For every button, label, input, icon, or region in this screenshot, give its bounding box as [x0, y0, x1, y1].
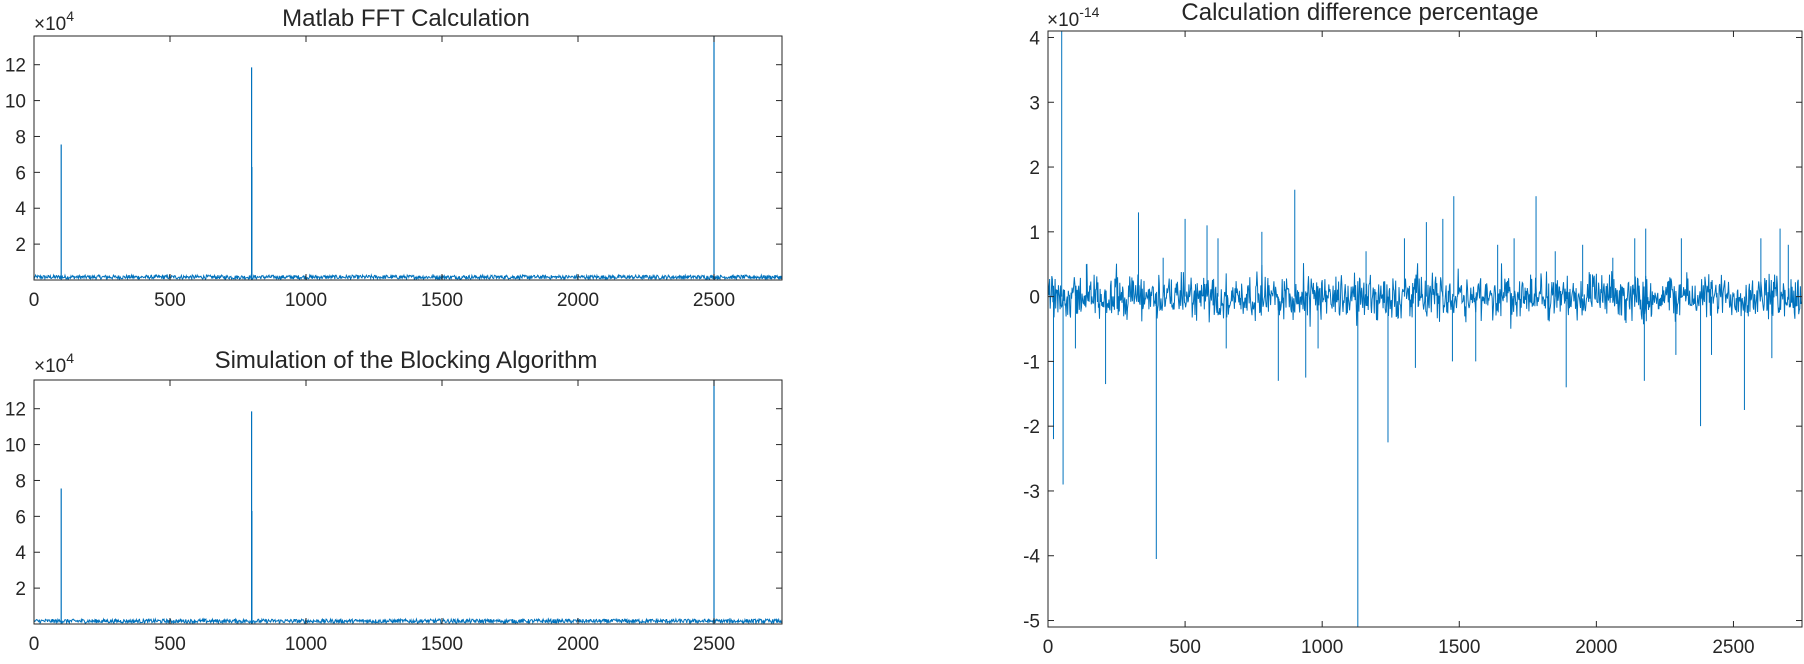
x-tick-label: 500	[154, 634, 186, 655]
chart-panel-blocking-simulation: Simulation of the Blocking Algorithm ×10…	[5, 347, 783, 655]
y-multiplier: ×104	[34, 8, 74, 35]
chart-title: Matlab FFT Calculation	[282, 5, 530, 32]
series-line	[1048, 263, 1802, 329]
x-tick-label: 500	[154, 290, 186, 311]
x-tick-label: 1500	[1438, 637, 1480, 658]
y-tick-label: 10	[5, 436, 26, 457]
chart-title: Calculation difference percentage	[1181, 0, 1538, 26]
x-tick-label: 1500	[421, 290, 463, 311]
y-tick-label: 6	[15, 163, 26, 184]
x-tick-label: 1000	[1301, 637, 1343, 658]
y-multiplier-base: ×10	[34, 356, 66, 377]
y-multiplier-base: ×10	[1047, 10, 1079, 31]
chart-panel-difference-percentage: Calculation difference percentage ×10-14…	[1023, 0, 1803, 658]
y-tick-label: 3	[1029, 93, 1040, 114]
y-tick-label: 4	[1029, 28, 1040, 49]
x-tick-label: 1500	[421, 634, 463, 655]
x-tick-label: 1000	[285, 290, 327, 311]
x-tick-label: 1000	[285, 634, 327, 655]
y-multiplier: ×10-14	[1047, 4, 1100, 31]
y-tick-label: 2	[15, 235, 26, 256]
series-line	[34, 273, 782, 280]
y-tick-label: -4	[1023, 547, 1040, 568]
axes-box	[33, 379, 783, 625]
x-tick-label: 2500	[1712, 637, 1754, 658]
y-tick-label: -3	[1023, 482, 1040, 503]
chart-title: Simulation of the Blocking Algorithm	[215, 347, 598, 374]
y-tick-label: 10	[5, 92, 26, 113]
y-tick-label: 1	[1029, 223, 1040, 244]
y-tick-label: 12	[5, 56, 26, 77]
x-tick-label: 2500	[693, 634, 735, 655]
y-tick-label: 4	[15, 543, 26, 564]
x-tick-label: 2000	[557, 290, 599, 311]
y-multiplier-exponent: -14	[1079, 4, 1099, 20]
chart-panel-matlab-fft: Matlab FFT Calculation ×104 0 500 1000 1500…	[5, 5, 783, 311]
axes-box	[33, 35, 783, 281]
y-tick-label: 2	[1029, 158, 1040, 179]
series-line	[34, 617, 782, 624]
y-tick-label: -1	[1023, 352, 1040, 373]
y-tick-label: -5	[1023, 612, 1040, 633]
x-tick-label: 2000	[1575, 637, 1617, 658]
y-multiplier-exponent: 4	[66, 350, 74, 366]
y-multiplier-exponent: 4	[66, 8, 74, 24]
axes-box	[1047, 30, 1803, 628]
y-tick-label: 8	[15, 471, 26, 492]
x-tick-label: 0	[29, 290, 40, 311]
y-tick-label: 6	[15, 507, 26, 528]
y-tick-label: 8	[15, 127, 26, 148]
x-tick-label: 500	[1169, 637, 1201, 658]
y-tick-label: 12	[5, 400, 26, 421]
y-tick-label: -2	[1023, 417, 1040, 438]
y-tick-label: 4	[15, 199, 26, 220]
x-tick-label: 2500	[693, 290, 735, 311]
y-multiplier-base: ×10	[34, 14, 66, 35]
y-tick-label: 0	[1029, 288, 1040, 309]
y-tick-label: 2	[15, 579, 26, 600]
y-multiplier: ×104	[34, 350, 74, 377]
x-tick-label: 0	[29, 634, 40, 655]
x-tick-label: 2000	[557, 634, 599, 655]
x-tick-label: 0	[1043, 637, 1054, 658]
